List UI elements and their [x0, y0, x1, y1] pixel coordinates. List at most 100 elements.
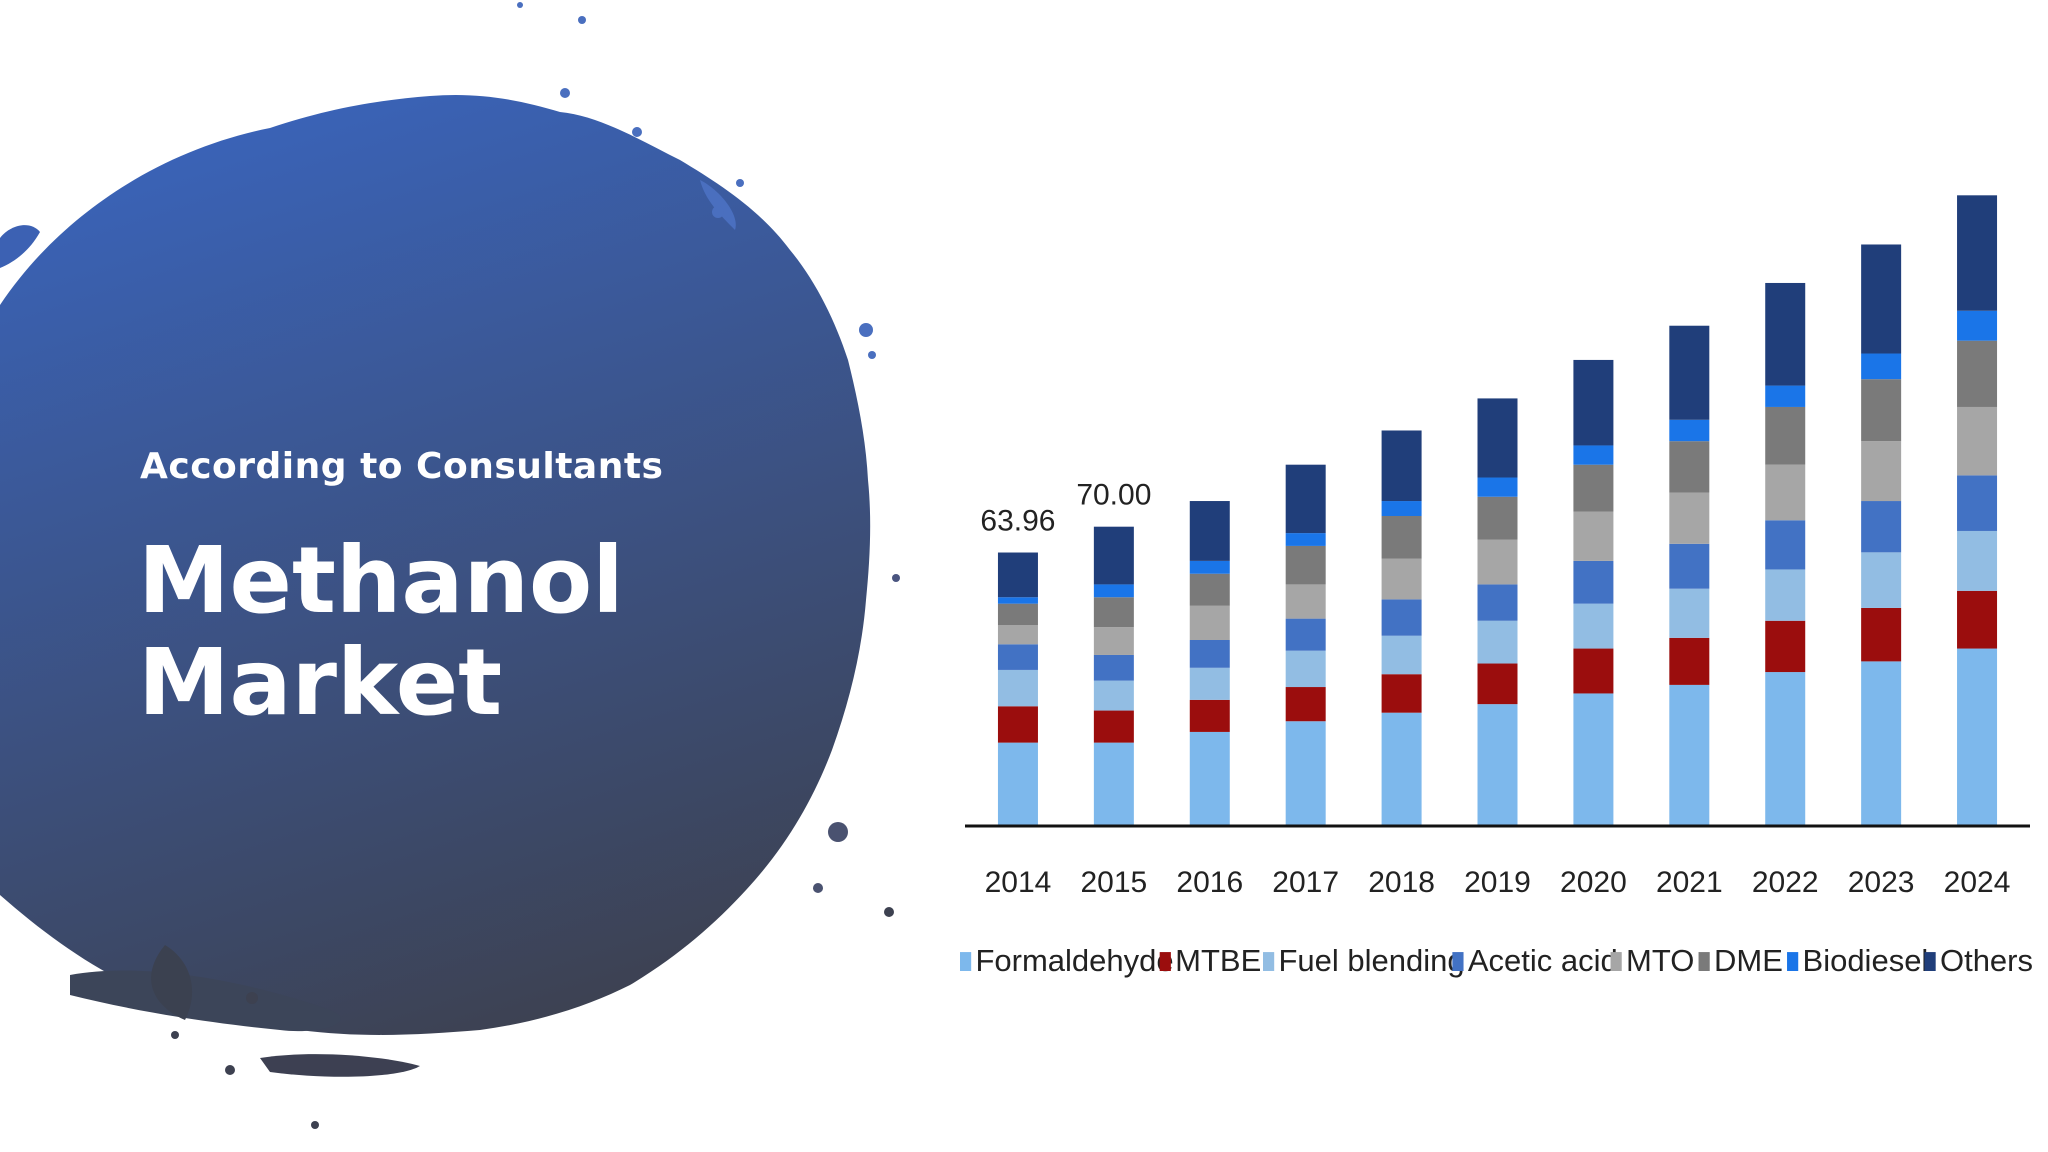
bar-segment: [1189, 699, 1230, 732]
bar-segment: [1573, 603, 1614, 649]
bar-segment: [1669, 492, 1710, 544]
bar-segment: [1765, 385, 1806, 407]
bar-segment: [1765, 464, 1806, 521]
bar-segment: [1765, 520, 1806, 570]
bar-segment: [1189, 560, 1230, 574]
bar-segment: [1189, 731, 1230, 826]
stacked-bar-chart: 2014 2015 2016 2017 2018 2019 2020 2021 2022 2023…: [960, 195, 2033, 978]
bar-segment: [1189, 640, 1230, 668]
legend-label: Formaldehyde: [975, 943, 1173, 978]
bar-segment: [1093, 597, 1134, 628]
bar-segment: [1285, 533, 1326, 546]
bar-segment: [1285, 721, 1326, 826]
x-tick-label: 2018: [1368, 866, 1435, 899]
bar-segment: [997, 552, 1038, 598]
legend-swatch: [1610, 952, 1622, 971]
legend-swatch: [1263, 952, 1275, 971]
bar-segment: [1669, 588, 1710, 638]
bar-segment: [1957, 648, 1998, 826]
slide-title: Methanol Market: [138, 530, 624, 734]
bar-segment: [997, 742, 1038, 826]
bar-segment: [1669, 637, 1710, 685]
bar-segment: [1573, 560, 1614, 604]
x-tick-label: 2020: [1560, 866, 1627, 899]
bar-segment: [1957, 195, 1998, 311]
bar-segment: [1477, 539, 1518, 585]
bar-segment: [1669, 325, 1710, 420]
legend-label: MTO: [1626, 943, 1694, 978]
x-tick-label: 2015: [1080, 866, 1147, 899]
data-label: 70.00: [1076, 479, 1151, 512]
x-tick-label: 2022: [1752, 866, 1819, 899]
bar-segment: [1669, 684, 1710, 826]
bar-segment: [1861, 441, 1902, 502]
bar-segment: [1093, 742, 1134, 826]
bar-segment: [1285, 687, 1326, 722]
bar-segment: [1861, 379, 1902, 442]
bar-segment: [1957, 530, 1998, 591]
bar-segment: [1861, 244, 1902, 354]
bar-segment: [1957, 590, 1998, 649]
bar-segment: [997, 644, 1038, 670]
bar-segment: [1285, 464, 1326, 534]
legend-swatch: [1924, 952, 1936, 971]
legend-swatch: [1159, 952, 1171, 971]
slide-title-line1: Methanol: [138, 527, 624, 634]
bar-segment: [1189, 667, 1230, 700]
legend-label: DME: [1714, 943, 1783, 978]
bar-segment: [1285, 545, 1326, 585]
bar-segment: [1861, 552, 1902, 608]
bar-segment: [1381, 430, 1422, 502]
x-tick-label: 2016: [1176, 866, 1243, 899]
bar-segment: [1573, 359, 1614, 446]
bar-segment: [1381, 712, 1422, 826]
legend-label: Acetic acid: [1468, 943, 1618, 978]
bar-segment: [997, 669, 1038, 707]
bar-segment: [1957, 310, 1998, 341]
legend-label: Biodiesel: [1803, 943, 1929, 978]
x-tick-label: 2021: [1656, 866, 1723, 899]
bar-segment: [1189, 501, 1230, 561]
bar-segment: [1381, 501, 1422, 516]
bar-segment: [1861, 607, 1902, 662]
x-tick-label: 2017: [1272, 866, 1339, 899]
bar-segment: [1765, 672, 1806, 826]
slide-subtitle: According to Consultants: [140, 446, 664, 487]
x-tick-label: 2023: [1848, 866, 1915, 899]
legend-label: Fuel blending: [1278, 943, 1464, 978]
bar-segment: [1381, 674, 1422, 713]
x-tick-label: 2024: [1944, 866, 2011, 899]
ink-blob-background: [0, 2, 900, 1129]
bar-segment: [1861, 501, 1902, 553]
bar-segment: [997, 706, 1038, 743]
bar-segment: [1957, 475, 1998, 531]
bar-segment: [1573, 445, 1614, 465]
legend-label: Others: [1940, 943, 2033, 978]
bar-segment: [1381, 558, 1422, 600]
bar-segment: [997, 625, 1038, 645]
bar-segment: [1765, 282, 1806, 386]
bar-segment: [1861, 661, 1902, 826]
bar-segment: [1669, 419, 1710, 442]
bar-segment: [1093, 710, 1134, 743]
bar-segment: [1573, 648, 1614, 694]
bar-segment: [1285, 584, 1326, 619]
bar-segment: [1381, 599, 1422, 636]
data-label: 63.96: [980, 505, 1055, 538]
bar-segment: [1957, 340, 1998, 407]
bar-segment: [1093, 627, 1134, 655]
bar-segment: [1765, 569, 1806, 621]
bar-segment: [1381, 516, 1422, 559]
bar-segment: [1477, 398, 1518, 478]
x-tick-label: 2014: [985, 866, 1052, 899]
bar-segment: [1573, 511, 1614, 561]
bar-segment: [1477, 620, 1518, 664]
bar-segment: [1573, 464, 1614, 512]
legend-swatch: [1698, 952, 1710, 971]
bar-segment: [997, 603, 1038, 626]
bar-segment: [1093, 526, 1134, 585]
bar-segment: [1477, 477, 1518, 497]
bar-segment: [997, 597, 1038, 604]
x-tick-label: 2019: [1464, 866, 1531, 899]
legend-swatch: [960, 952, 972, 971]
